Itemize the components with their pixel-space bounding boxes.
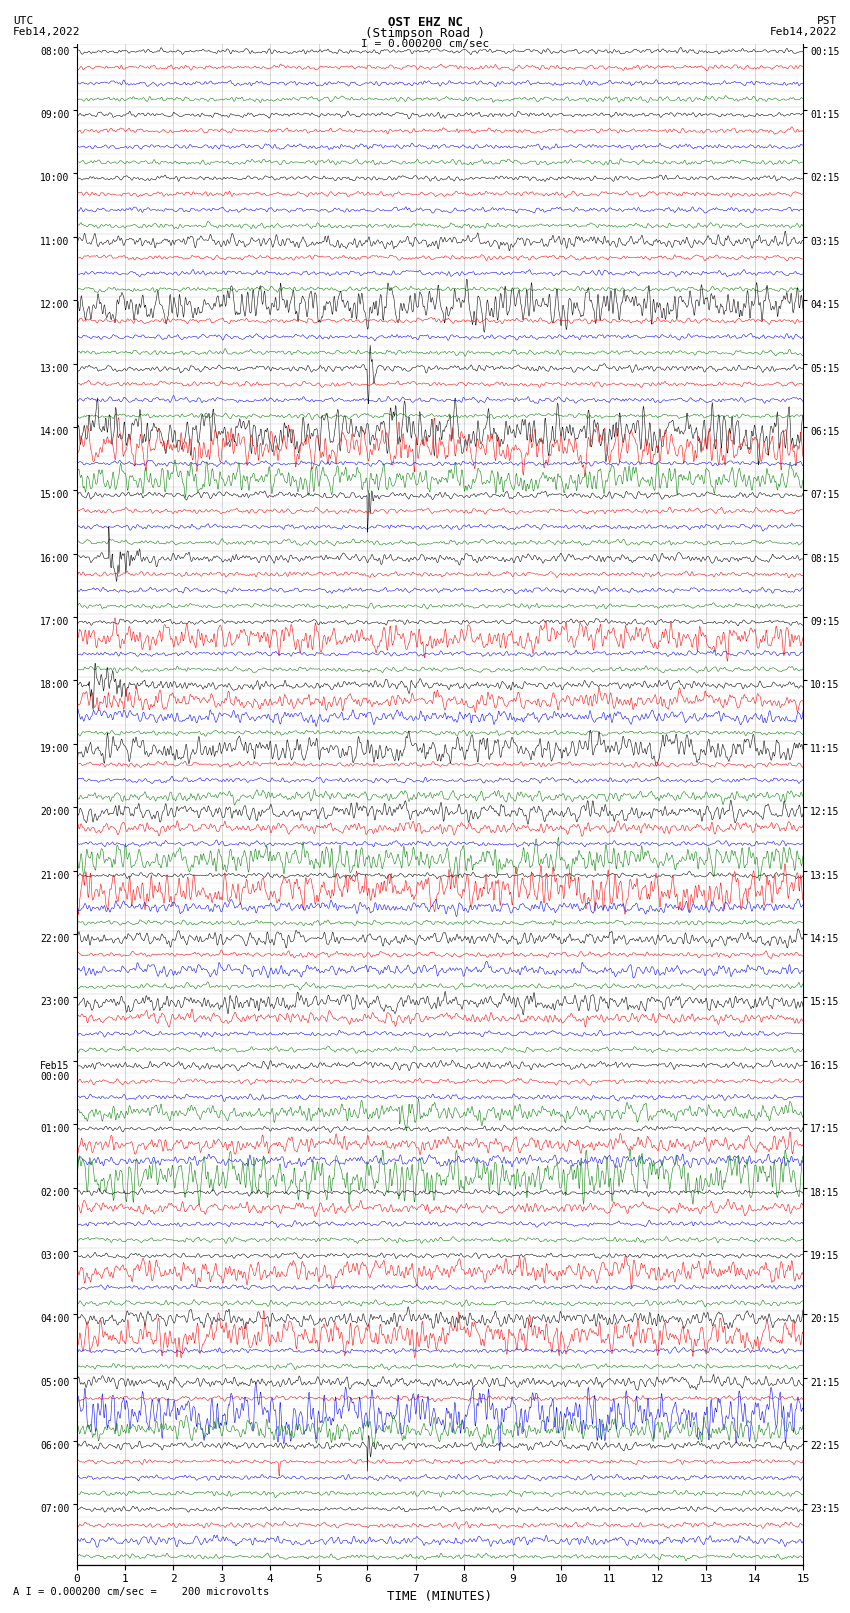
- Text: PST: PST: [817, 16, 837, 26]
- Text: A I = 0.000200 cm/sec =    200 microvolts: A I = 0.000200 cm/sec = 200 microvolts: [13, 1587, 269, 1597]
- Text: Feb14,2022: Feb14,2022: [770, 27, 837, 37]
- Text: Feb14,2022: Feb14,2022: [13, 27, 80, 37]
- Text: (Stimpson Road ): (Stimpson Road ): [365, 27, 485, 40]
- X-axis label: TIME (MINUTES): TIME (MINUTES): [388, 1590, 492, 1603]
- Text: UTC: UTC: [13, 16, 33, 26]
- Text: OST EHZ NC: OST EHZ NC: [388, 16, 462, 29]
- Text: I = 0.000200 cm/sec: I = 0.000200 cm/sec: [361, 39, 489, 48]
